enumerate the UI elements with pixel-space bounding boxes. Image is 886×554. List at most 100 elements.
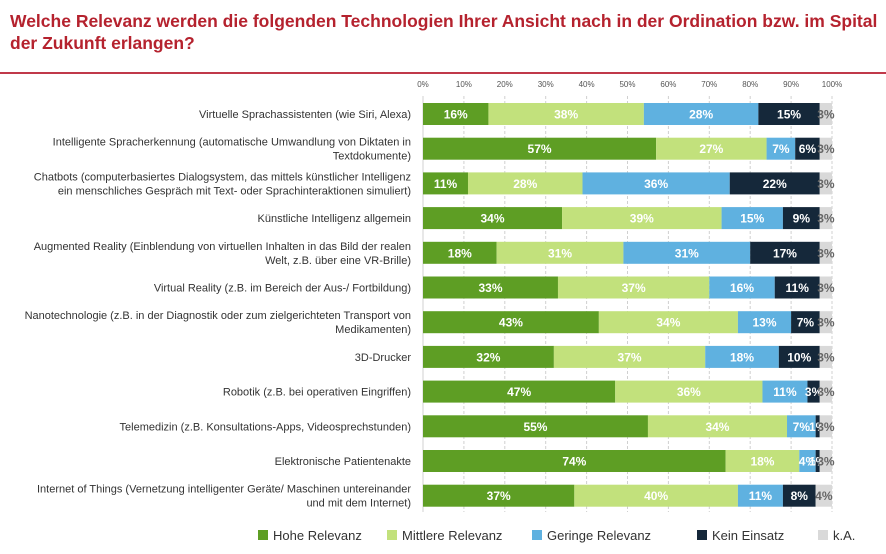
data-label: 55% [523, 420, 547, 434]
bar-segment [778, 345, 820, 368]
bar-segment [615, 380, 763, 403]
bar-segment [643, 103, 759, 125]
bar-segment [791, 311, 820, 334]
data-label: 38% [554, 108, 578, 122]
data-label: 18% [448, 246, 472, 260]
category-label: Augmented Reality (Einblendung von virtu… [34, 241, 411, 253]
bar-segment [819, 172, 832, 195]
data-label: 3% [817, 420, 835, 434]
bar-segment [782, 484, 816, 507]
bar-segment [647, 415, 788, 438]
legend-label: Kein Einsatz [712, 528, 784, 543]
bar-segment [819, 311, 832, 334]
x-tick-label: 50% [619, 80, 635, 89]
bar-segment [819, 137, 832, 160]
bar-segment [553, 345, 706, 368]
data-label: 37% [622, 281, 646, 295]
bar-segment [819, 380, 832, 403]
data-label: 6% [799, 142, 817, 156]
bars: 16% 38% 28% 15% 3%57% 27% 7% 6% 3%11% 28% 36% 22% 3%… [423, 103, 835, 507]
data-label: 7% [797, 316, 815, 330]
bar-segment [799, 450, 816, 472]
x-tick-label: 80% [742, 80, 758, 89]
data-label: 4% [799, 455, 817, 469]
data-label: 3% [817, 108, 835, 122]
category-label: Welt, z.B. über eine VR-Brille) [265, 255, 411, 267]
data-label: 3% [817, 316, 835, 330]
category-label: Intelligente Spracherkennung (automatisc… [53, 137, 411, 149]
data-label: 39% [630, 212, 654, 226]
data-label: 3% [817, 281, 835, 295]
bar-segment [782, 207, 820, 230]
chart-title: Welche Relevanz werden die folgenden Tec… [10, 11, 878, 53]
data-label: 3% [817, 385, 835, 399]
data-label: 43% [499, 316, 523, 330]
x-tick-label: 20% [497, 80, 513, 89]
data-label: 34% [656, 316, 680, 330]
x-tick-label: 30% [538, 80, 554, 89]
bar-segment [819, 207, 832, 230]
data-label: 11% [434, 177, 458, 191]
bar-segment [819, 276, 832, 299]
bar-segment [423, 450, 726, 472]
bar-segment [758, 103, 820, 125]
data-label: 18% [730, 350, 754, 364]
data-label: 37% [487, 489, 511, 503]
bar-segment [787, 415, 816, 438]
data-label: 31% [548, 246, 572, 260]
bar-segment [423, 345, 554, 368]
bar-segment [423, 103, 489, 125]
bar-segment [721, 207, 783, 230]
bar-segment [423, 207, 563, 230]
bar-segment [815, 484, 832, 507]
data-label: 11% [773, 385, 797, 399]
data-label: 37% [618, 350, 642, 364]
data-label: 16% [730, 281, 754, 295]
x-tick-label: 70% [701, 80, 717, 89]
bar-segment [705, 345, 779, 368]
bar-segment [762, 380, 808, 403]
data-label: 36% [677, 385, 701, 399]
bar-segment [709, 276, 775, 299]
category-label: Nanotechnologie (z.B. in der Diagnostik … [25, 310, 411, 322]
category-label: Elektronische Patientenakte [275, 456, 411, 468]
data-label: 57% [528, 142, 552, 156]
data-label: 27% [699, 142, 723, 156]
data-label: 4% [815, 489, 833, 503]
data-label: 11% [749, 489, 773, 503]
bar-segment [423, 241, 497, 264]
bar-segment [557, 276, 710, 299]
category-label: 3D-Drucker [355, 352, 412, 364]
data-label: 3% [817, 350, 835, 364]
data-label: 15% [777, 108, 801, 122]
legend-swatch [258, 530, 268, 540]
bar-segment [737, 311, 792, 334]
category-label: Robotik (z.B. bei operativen Eingriffen) [223, 387, 411, 399]
x-axis-ticks: 0% 10% 20% 30% 40% 50% 60% 70% 80% 90% 100% [417, 80, 842, 89]
bar-segment [795, 137, 820, 160]
category-label: ein menschliches Gespräch mit Text- oder… [58, 185, 411, 197]
x-tick-label: 100% [822, 80, 842, 89]
data-label: 40% [644, 489, 668, 503]
legend-label: Mittlere Relevanz [402, 528, 502, 543]
bar-segment [774, 276, 820, 299]
bar-segment [819, 103, 832, 125]
bar-segment [582, 172, 730, 195]
data-label: 22% [763, 177, 787, 191]
data-label: 7% [772, 142, 790, 156]
legend-label: Hohe Relevanz [273, 528, 362, 543]
bar-segment [423, 380, 616, 403]
bar-segment [819, 415, 832, 438]
legend-swatch [818, 530, 828, 540]
category-label: Textdokumente) [333, 151, 411, 163]
legend-label: k.A. [833, 528, 855, 543]
data-label: 47% [507, 385, 531, 399]
data-label: 9% [793, 212, 811, 226]
data-label: 18% [750, 455, 774, 469]
bar-segment [737, 484, 783, 507]
bar-segment [423, 172, 468, 195]
legend-swatch [532, 530, 542, 540]
bar-segment [815, 450, 820, 472]
bar-segment [750, 241, 820, 264]
data-label: 11% [786, 281, 810, 295]
